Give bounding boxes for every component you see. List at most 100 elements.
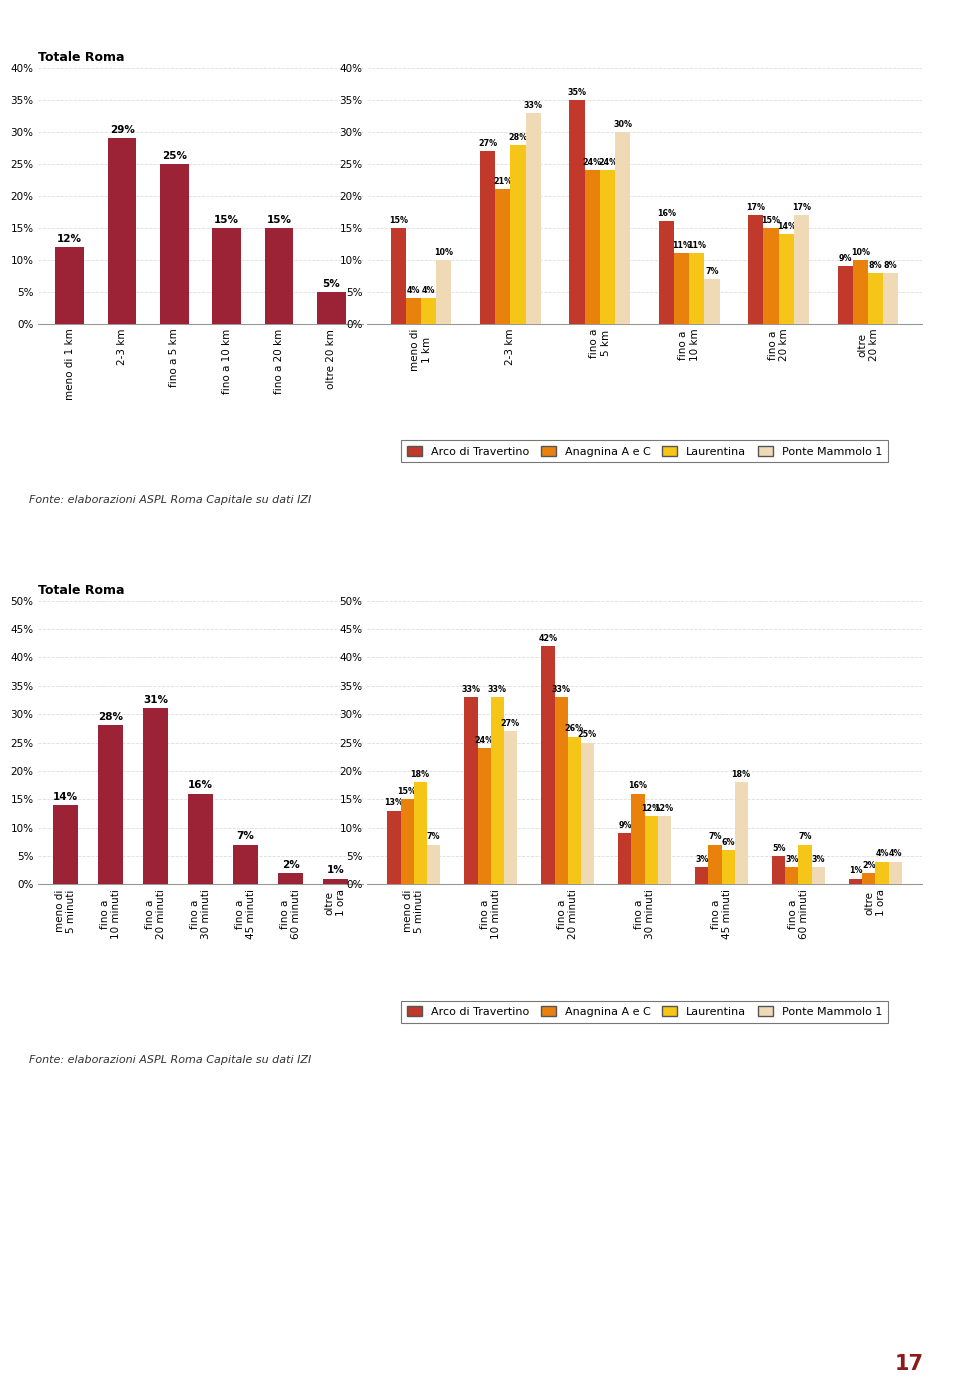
- Text: Km di strada percorsi per raggiungere il parcheggio di scambio: Km di strada percorsi per raggiungere il…: [254, 19, 797, 33]
- Bar: [406, 299, 421, 324]
- Bar: [615, 131, 631, 324]
- Text: 3%: 3%: [695, 855, 708, 864]
- Text: 10%: 10%: [435, 248, 453, 257]
- Text: 16%: 16%: [188, 781, 213, 790]
- Text: 11%: 11%: [672, 241, 691, 251]
- Text: 30%: 30%: [613, 120, 632, 129]
- Text: 9%: 9%: [838, 255, 852, 263]
- Text: Fig. 15: Fig. 15: [44, 552, 102, 566]
- Text: 31%: 31%: [143, 695, 168, 704]
- Bar: [569, 100, 585, 324]
- Text: 15%: 15%: [761, 216, 780, 224]
- Bar: [785, 868, 799, 884]
- Bar: [734, 782, 748, 884]
- Bar: [868, 273, 883, 324]
- Bar: [581, 743, 593, 884]
- Bar: [526, 112, 540, 324]
- Text: 1%: 1%: [849, 866, 862, 875]
- Text: 13%: 13%: [385, 799, 403, 807]
- Text: 17%: 17%: [746, 203, 765, 212]
- Bar: [567, 736, 581, 884]
- Text: 15%: 15%: [397, 787, 417, 796]
- Text: 12%: 12%: [641, 804, 660, 812]
- Bar: [695, 868, 708, 884]
- Text: 7%: 7%: [799, 832, 812, 841]
- Text: 25%: 25%: [578, 731, 597, 739]
- Text: Fig. 14: Fig. 14: [44, 19, 102, 33]
- Bar: [143, 709, 168, 884]
- Bar: [889, 862, 901, 884]
- Text: 15%: 15%: [214, 215, 239, 224]
- Bar: [585, 170, 600, 324]
- Text: 10%: 10%: [851, 248, 870, 257]
- Bar: [188, 793, 213, 884]
- Text: 7%: 7%: [426, 832, 440, 841]
- Bar: [56, 246, 84, 324]
- Text: 4%: 4%: [888, 850, 901, 858]
- Bar: [400, 800, 414, 884]
- Text: 16%: 16%: [657, 209, 676, 219]
- Bar: [53, 805, 78, 884]
- Bar: [618, 833, 632, 884]
- Bar: [748, 215, 763, 324]
- Bar: [632, 793, 644, 884]
- Bar: [480, 151, 495, 324]
- Text: 24%: 24%: [583, 158, 602, 167]
- Text: 3%: 3%: [785, 855, 799, 864]
- Text: 18%: 18%: [732, 770, 751, 779]
- Text: 24%: 24%: [474, 736, 493, 745]
- Bar: [465, 698, 477, 884]
- Text: Fonte: elaborazioni ASPL Roma Capitale su dati IZI: Fonte: elaborazioni ASPL Roma Capitale s…: [29, 1055, 311, 1066]
- Text: 33%: 33%: [524, 101, 542, 109]
- Text: 8%: 8%: [884, 260, 898, 270]
- Text: 12%: 12%: [58, 234, 83, 244]
- Bar: [883, 273, 899, 324]
- Bar: [491, 698, 504, 884]
- Text: 42%: 42%: [539, 634, 558, 642]
- Text: 14%: 14%: [53, 792, 78, 801]
- Bar: [324, 879, 348, 884]
- Bar: [876, 862, 889, 884]
- Text: 21%: 21%: [493, 177, 513, 187]
- Text: 28%: 28%: [98, 713, 123, 722]
- Text: Totale Roma: Totale Roma: [38, 51, 125, 64]
- Bar: [708, 844, 722, 884]
- Text: Totale Roma: Totale Roma: [38, 584, 125, 597]
- Bar: [659, 221, 674, 324]
- Text: 8%: 8%: [869, 260, 882, 270]
- Text: 5%: 5%: [323, 278, 340, 289]
- Text: 7%: 7%: [706, 267, 719, 275]
- Bar: [772, 855, 785, 884]
- Bar: [852, 260, 868, 324]
- Legend: Arco di Travertino, Anagnina A e C, Laurentina, Ponte Mammolo 1: Arco di Travertino, Anagnina A e C, Laur…: [401, 440, 888, 462]
- Text: 11%: 11%: [687, 241, 707, 251]
- Text: 33%: 33%: [462, 685, 481, 693]
- Text: 16%: 16%: [629, 781, 647, 790]
- Text: 3%: 3%: [811, 855, 825, 864]
- Text: 2%: 2%: [862, 861, 876, 869]
- Bar: [511, 145, 526, 324]
- Text: 4%: 4%: [407, 286, 420, 295]
- Bar: [600, 170, 615, 324]
- Bar: [722, 850, 734, 884]
- Bar: [794, 215, 809, 324]
- Text: Fonte: elaborazioni ASPL Roma Capitale su dati IZI: Fonte: elaborazioni ASPL Roma Capitale s…: [29, 494, 311, 505]
- Bar: [689, 253, 705, 324]
- Text: 4%: 4%: [422, 286, 436, 295]
- Text: 4%: 4%: [876, 850, 889, 858]
- Bar: [108, 138, 136, 324]
- Bar: [233, 844, 258, 884]
- Bar: [555, 698, 567, 884]
- Text: 14%: 14%: [777, 223, 796, 231]
- Text: Tempo impiegato per raggiungere il parcheggio di scambio: Tempo impiegato per raggiungere il parch…: [273, 552, 779, 566]
- Text: 1%: 1%: [326, 865, 345, 875]
- Text: 33%: 33%: [488, 685, 507, 693]
- Text: 28%: 28%: [509, 133, 528, 141]
- Bar: [811, 868, 825, 884]
- Bar: [705, 280, 720, 324]
- Bar: [265, 228, 294, 324]
- Bar: [212, 228, 241, 324]
- Bar: [674, 253, 689, 324]
- Bar: [495, 190, 511, 324]
- Text: 18%: 18%: [411, 770, 430, 779]
